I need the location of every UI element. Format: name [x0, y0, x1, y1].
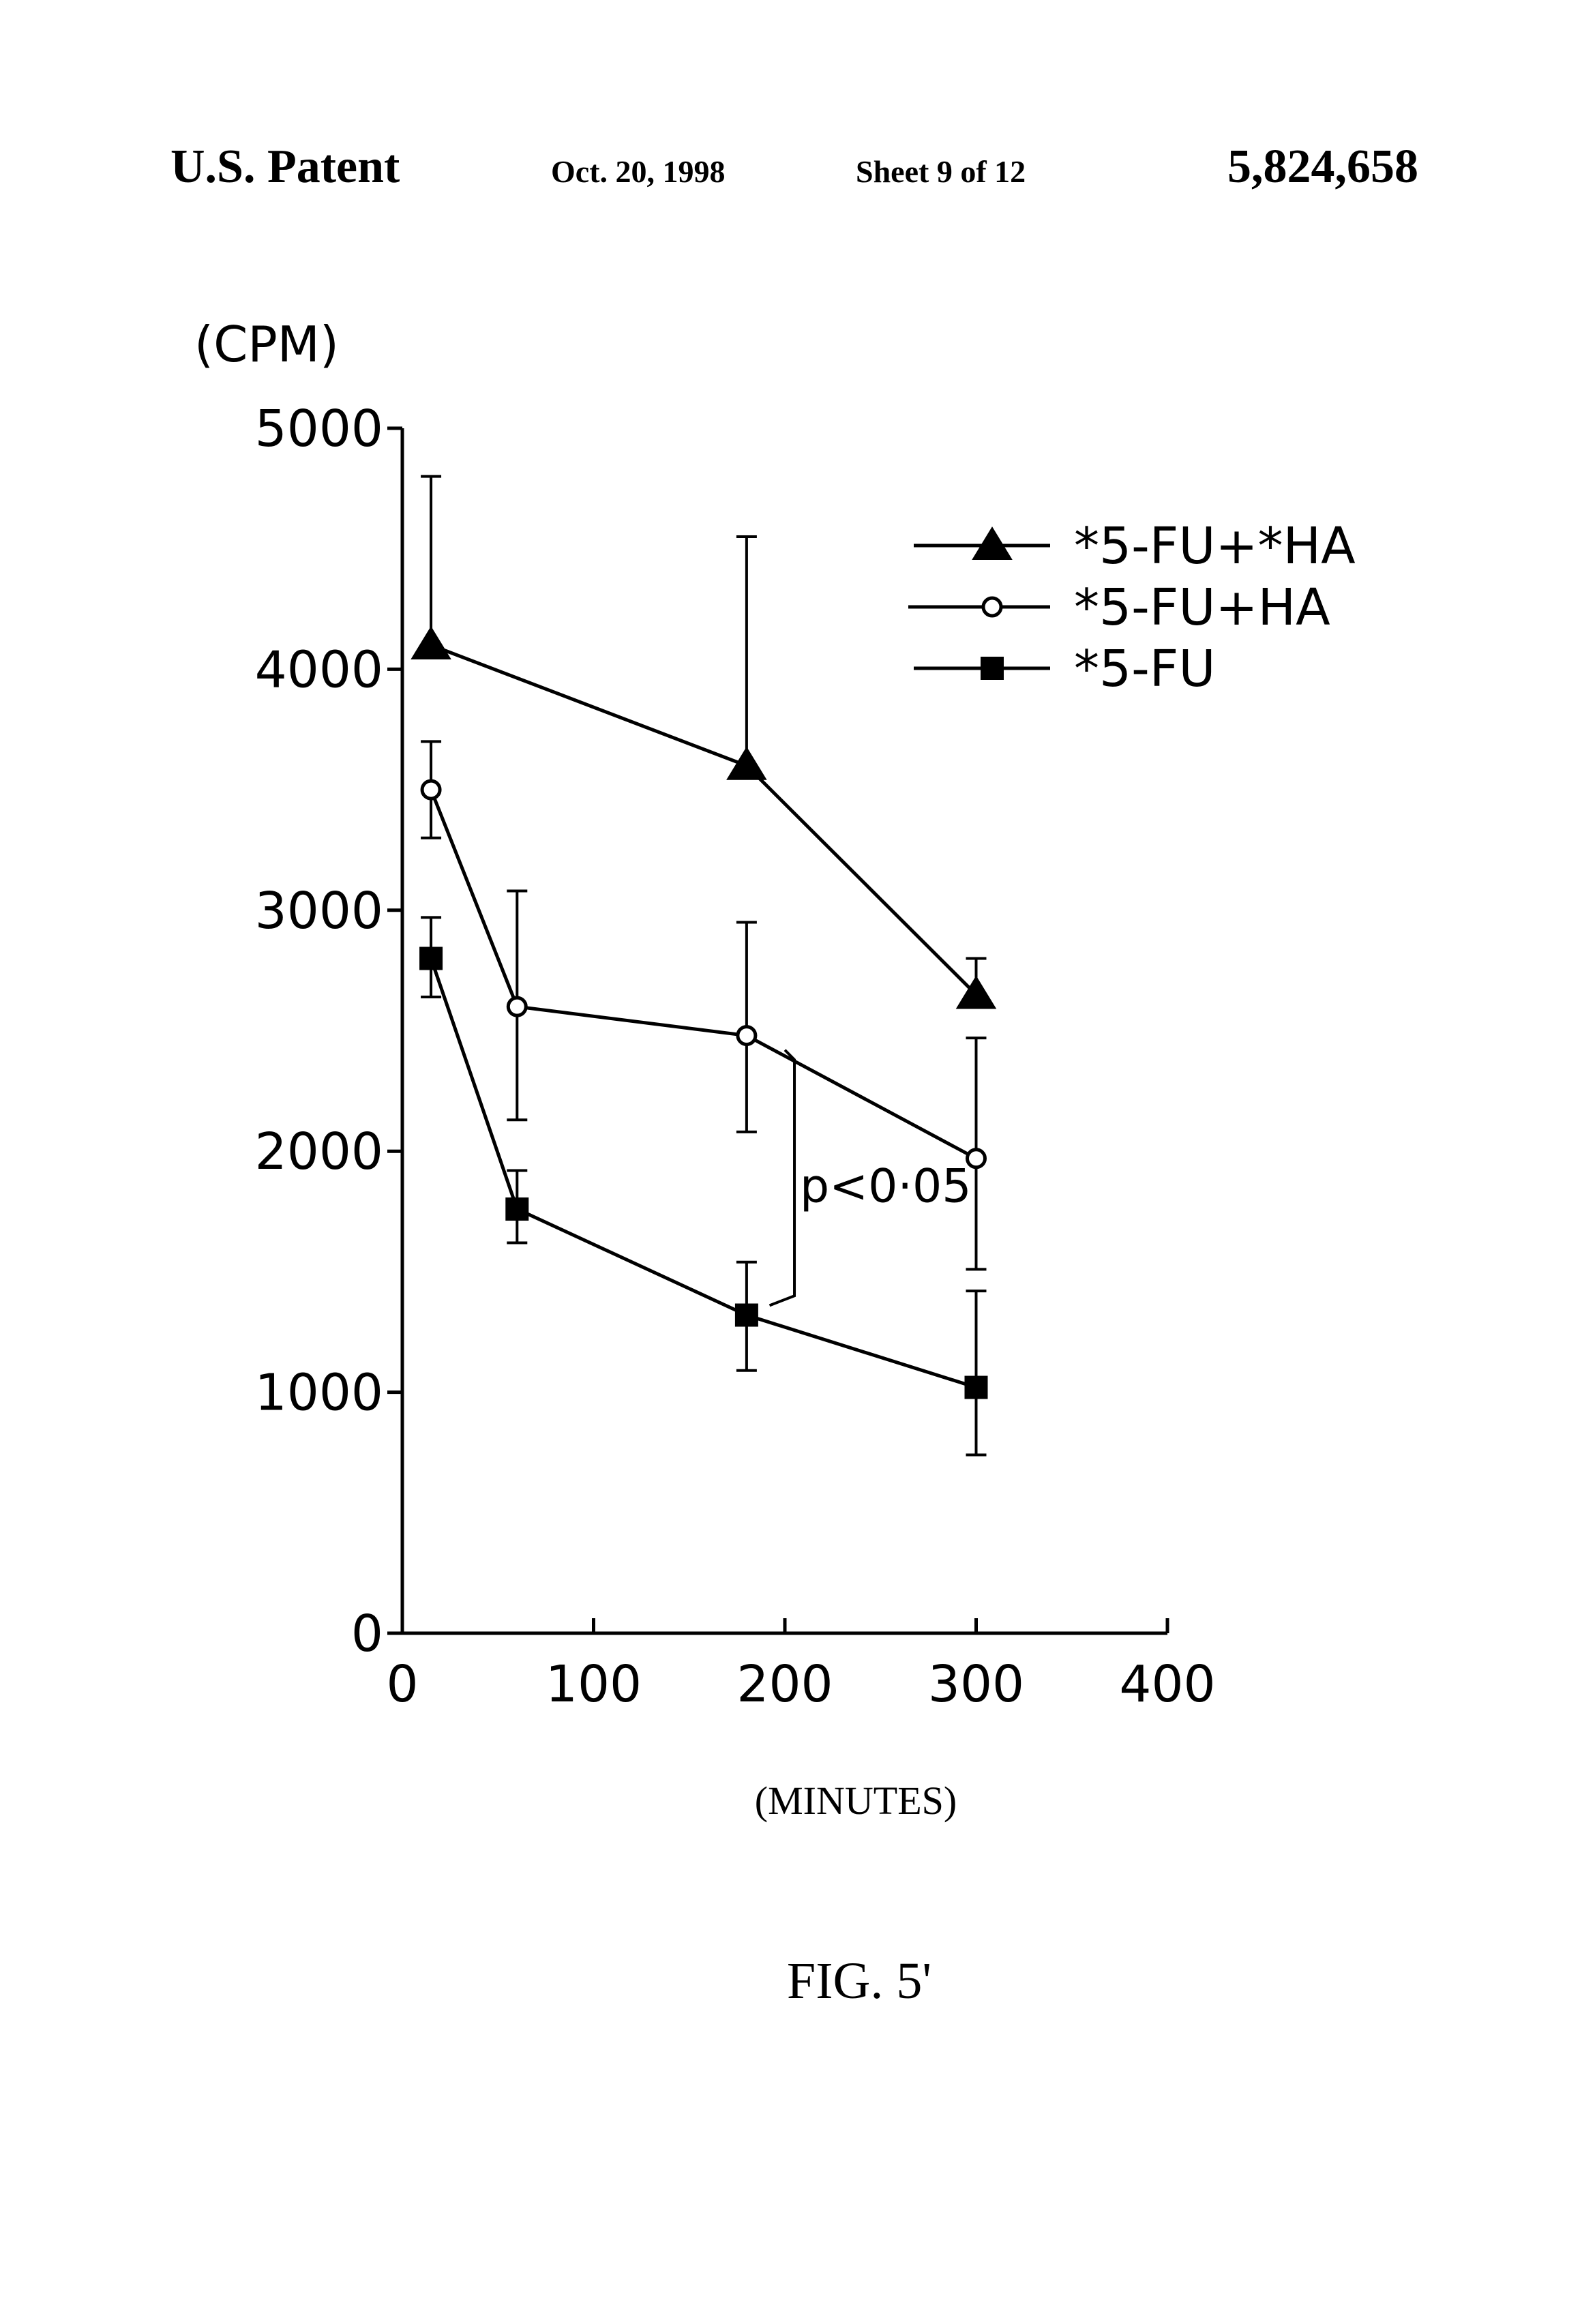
triangle-marker — [412, 627, 450, 659]
y-tick-label: 4000 — [255, 640, 383, 699]
x-tick-label: 0 — [386, 1655, 418, 1714]
significance-bracket — [770, 1050, 794, 1306]
series-1 — [412, 477, 995, 1009]
triangle-marker — [728, 748, 766, 779]
x-tick-label: 300 — [928, 1655, 1024, 1714]
significance-label: p<0·05 — [800, 1159, 972, 1213]
square-marker — [735, 1304, 758, 1327]
circle-marker — [508, 998, 526, 1015]
annotation-layer: p<0·05 — [770, 1050, 972, 1306]
legend-label: *5-FU+*HA — [1074, 517, 1356, 576]
y-tick-label: 2000 — [255, 1122, 383, 1181]
y-tick-label: 0 — [351, 1605, 383, 1663]
square-marker — [505, 1197, 528, 1221]
x-tick-label: 400 — [1119, 1655, 1215, 1714]
x-tick-label: 100 — [546, 1655, 642, 1714]
y-tick-label: 5000 — [255, 400, 383, 458]
square-marker — [419, 947, 443, 970]
legend-label: *5-FU+HA — [1074, 578, 1330, 637]
circle-marker — [422, 781, 440, 799]
legend: *5-FU+*HA*5-FU+HA*5-FU — [908, 517, 1356, 698]
axes: 0 1000 2000 3000 4000 5000 0 100 200 300 400 — [255, 400, 1216, 1714]
y-axis-label: (CPM) — [194, 316, 339, 373]
series-line — [431, 645, 976, 994]
series-line — [431, 790, 976, 1159]
series-layer — [412, 477, 995, 1455]
y-tick-label: 1000 — [255, 1364, 383, 1422]
x-axis-label: (MINUTES) — [755, 1778, 957, 1823]
circle-marker — [738, 1027, 756, 1045]
figure-label: FIG. 5' — [787, 1952, 931, 2010]
square-marker — [981, 657, 1004, 680]
legend-label: *5-FU — [1074, 640, 1216, 698]
triangle-marker — [973, 528, 1011, 559]
x-tick-label: 200 — [736, 1655, 833, 1714]
circle-marker — [983, 598, 1001, 616]
square-marker — [965, 1376, 988, 1399]
y-tick-label: 3000 — [255, 882, 383, 940]
